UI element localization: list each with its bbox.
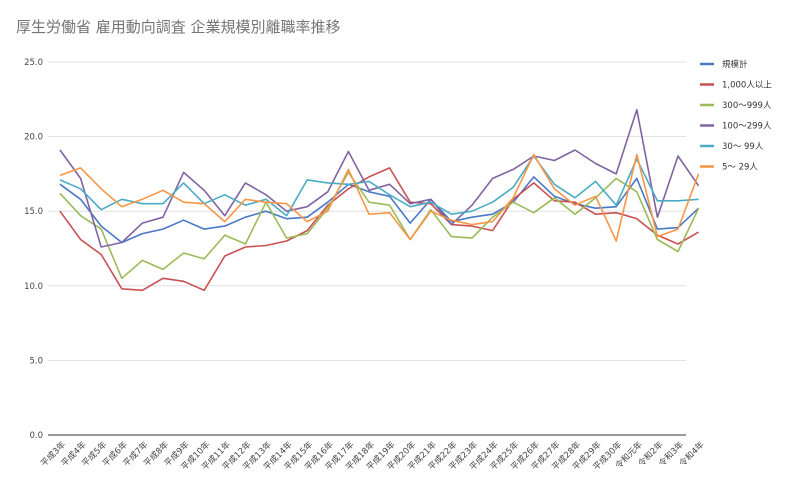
series-line-0 — [59, 176, 700, 244]
series-lines — [59, 108, 700, 292]
legend-entry-label: 100〜299人 — [722, 122, 772, 132]
legend-entry-label: 5〜 29人 — [722, 163, 758, 173]
legend: 規模計 1,000人以上 300〜999人 100〜299人 30〜 99人 5〜 29人 — [700, 59, 772, 173]
series-line-3 — [59, 108, 700, 248]
legend-entry-label: 1,000人以上 — [722, 81, 772, 91]
y-tick-label: 15.0 — [24, 207, 43, 217]
series-line-1 — [59, 167, 700, 292]
y-tick-label: 10.0 — [24, 282, 43, 292]
y-tick-label: 20.0 — [24, 133, 43, 143]
y-tick-label: 0.0 — [29, 431, 43, 441]
y-axis-tick-labels: 0.0 5.0 10.0 15.0 20.0 25.0 — [24, 58, 43, 441]
y-tick-label: 5.0 — [29, 356, 43, 366]
series-line-5 — [59, 153, 700, 242]
legend-entry-label: 30〜 99人 — [722, 142, 764, 152]
y-tick-label: 25.0 — [24, 58, 43, 68]
legend-entry-label: 規模計 — [722, 59, 748, 70]
legend-entry-label: 300〜999人 — [722, 101, 772, 111]
series-line-2 — [59, 171, 700, 280]
x-axis-tick-labels: 平成3年平成4年平成5年平成6年平成7年平成8年平成9年平成10年平成11年平成… — [38, 439, 707, 473]
chart-title: 厚生労働省 雇用動向調査 企業規模別離職率推移 — [16, 18, 341, 36]
grid-lines — [48, 61, 686, 436]
series-line-4 — [59, 155, 699, 217]
